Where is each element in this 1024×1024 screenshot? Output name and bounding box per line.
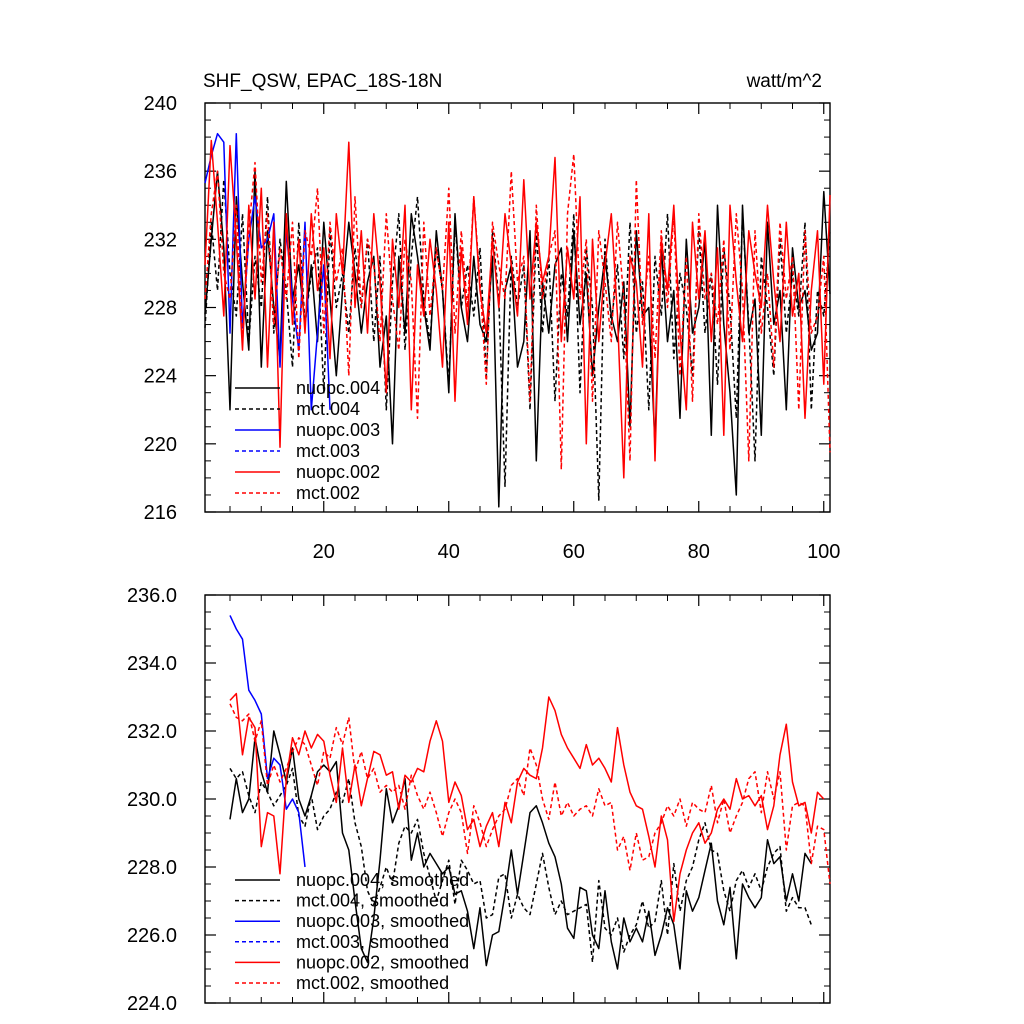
legend-label: mct.003 [296, 441, 360, 461]
series-line [204, 139, 831, 479]
series-line [204, 153, 831, 471]
bottom-panel: 224.0 226.0 228.0 230.0 232.0 234.0 236.0 nuopc… [127, 585, 831, 1015]
y-tick-label: 240 [144, 93, 177, 115]
y-tick-label: 234.0 [127, 653, 177, 675]
chart-title: SHF_QSW, EPAC_18S-18N [203, 71, 442, 92]
x-tick-label: 60 [563, 541, 585, 563]
y-tick-label: 236 [144, 161, 177, 183]
legend-label: mct.003, smoothed [296, 932, 449, 952]
legend-label: nuopc.003, smoothed [296, 911, 469, 931]
legend-label: nuopc.002, smoothed [296, 952, 469, 972]
y-tick-label: 228 [144, 298, 177, 320]
y-tick-label: 230.0 [127, 789, 177, 811]
units-label: watt/m^2 [746, 71, 822, 92]
y-tick-label: 236.0 [127, 585, 177, 607]
legend-label: mct.004, smoothed [296, 891, 449, 911]
x-tick-label: 20 [313, 541, 335, 563]
y-tick-label: 226.0 [127, 925, 177, 947]
y-tick-label: 224 [144, 366, 177, 388]
top-panel: 216 220 224 228 232 236 240 20 40 60 80 100 nuopc.00… [144, 93, 841, 563]
x-tick-label: 100 [807, 541, 840, 563]
series-line [229, 703, 831, 885]
legend-label: mct.004 [296, 399, 360, 419]
x-tick-label: 80 [688, 541, 710, 563]
y-tick-label: 220 [144, 434, 177, 456]
series-line [229, 730, 812, 970]
x-tick-label: 40 [438, 541, 460, 563]
y-tick-label: 232.0 [127, 721, 177, 743]
y-tick-label: 228.0 [127, 857, 177, 879]
legend-label: nuopc.002 [296, 462, 380, 482]
legend-label: mct.002 [296, 483, 360, 503]
series-line [229, 615, 306, 868]
series-line [204, 132, 331, 411]
y-tick-label: 216 [144, 502, 177, 524]
y-tick-label: 224.0 [127, 993, 177, 1015]
legend-label: mct.002, smoothed [296, 973, 449, 993]
y-tick-label: 232 [144, 229, 177, 251]
series-line [229, 767, 813, 963]
legend-label: nuopc.004 [296, 378, 380, 398]
series-line [204, 178, 831, 501]
legend-label: nuopc.003 [296, 420, 380, 440]
legend-label: nuopc.004, smoothed [296, 870, 469, 890]
